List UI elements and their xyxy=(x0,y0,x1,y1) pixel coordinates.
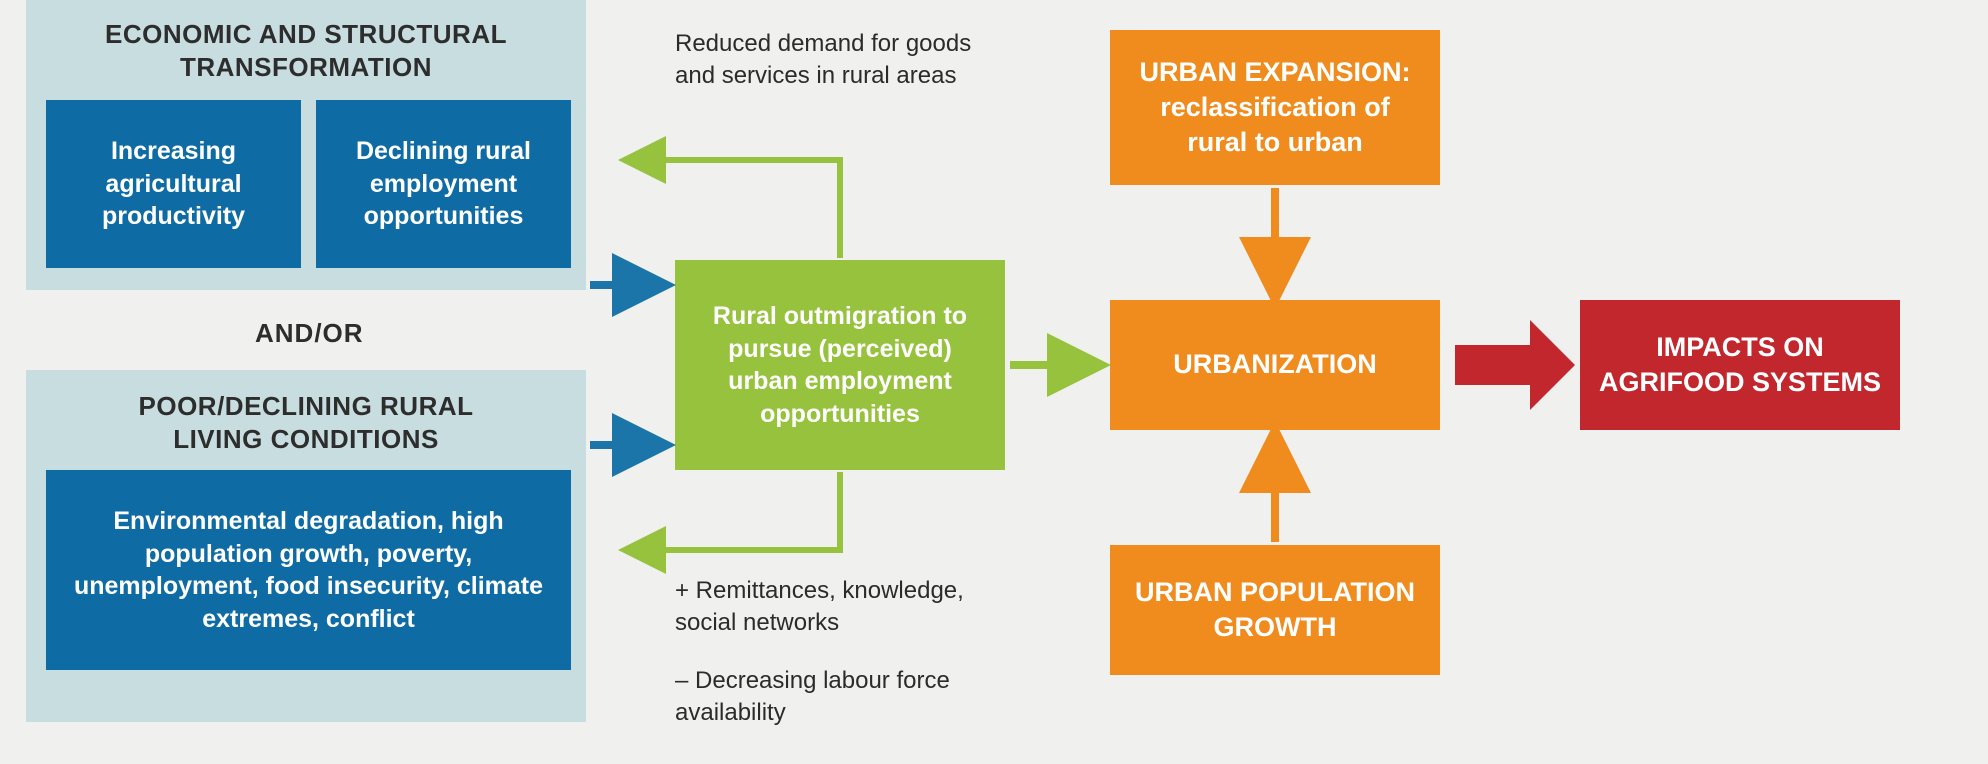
box-ruralout-label: Rural outmigration to pursue (perceived)… xyxy=(693,300,987,430)
box-ag-productivity: Increasing agricultural productivity xyxy=(46,100,301,268)
box-urbanization-label: URBANIZATION xyxy=(1173,347,1376,382)
note-labour-force: – Decreasing labour force availability xyxy=(675,665,995,730)
arrow-feedback-top xyxy=(630,160,840,258)
box-ag-productivity-label: Increasing agricultural productivity xyxy=(64,135,283,233)
note-remittances: + Remittances, knowledge, social network… xyxy=(675,575,995,640)
box-urban-population-growth: URBAN POPULATION GROWTH xyxy=(1110,545,1440,675)
box-urbanization: URBANIZATION xyxy=(1110,300,1440,430)
box-environmental-degradation: Environmental degradation, high populati… xyxy=(46,470,571,670)
heading-poor: POOR/DECLINING RURAL LIVING CONDITIONS xyxy=(126,390,486,455)
box-impacts: IMPACTS ON AGRIFOOD SYSTEMS xyxy=(1580,300,1900,430)
arrow-feedback-bottom xyxy=(630,472,840,550)
box-impacts-label: IMPACTS ON AGRIFOOD SYSTEMS xyxy=(1598,330,1882,400)
box-declining-label: Declining rural employment opportunities xyxy=(334,135,553,233)
box-urbanexp-label: URBAN EXPANSION: reclassification of rur… xyxy=(1128,55,1422,160)
box-declining-opportunities: Declining rural employment opportunities xyxy=(316,100,571,268)
heading-economic: ECONOMIC AND STRUCTURAL TRANSFORMATION xyxy=(86,18,526,83)
box-rural-outmigration: Rural outmigration to pursue (perceived)… xyxy=(675,260,1005,470)
heading-andor: AND/OR xyxy=(255,318,364,349)
box-envdeg-label: Environmental degradation, high populati… xyxy=(64,505,553,635)
note-reduced-demand: Reduced demand for goods and services in… xyxy=(675,28,975,93)
arrow-urbanization-to-impacts xyxy=(1455,320,1575,410)
box-urban-expansion: URBAN EXPANSION: reclassification of rur… xyxy=(1110,30,1440,185)
box-urbanpop-label: URBAN POPULATION GROWTH xyxy=(1128,575,1422,645)
